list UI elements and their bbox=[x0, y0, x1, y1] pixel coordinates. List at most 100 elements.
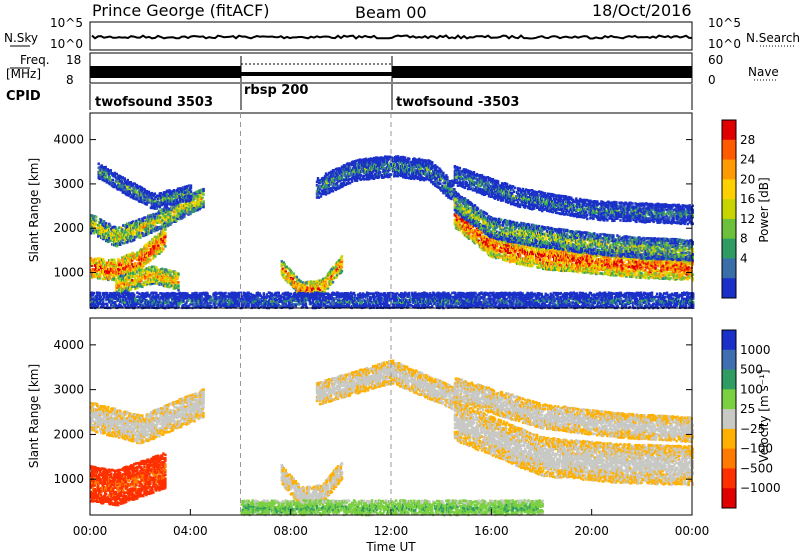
cpid-segment-1: twofsound 3503 bbox=[95, 95, 213, 110]
heatmap-cell bbox=[496, 247, 498, 250]
heatmap-cell bbox=[390, 173, 392, 176]
heatmap-cell bbox=[134, 262, 136, 265]
heatmap-cell bbox=[379, 171, 381, 174]
heatmap-cell bbox=[124, 177, 126, 180]
heatmap-cell bbox=[104, 230, 106, 233]
radar-summary-figure: Prince George (fitACF) Beam 00 18/Oct/20… bbox=[0, 0, 800, 554]
heatmap-cell bbox=[164, 245, 166, 248]
heatmap-cell bbox=[95, 216, 97, 219]
heatmap-cell bbox=[286, 266, 288, 269]
heatmap-cell bbox=[164, 239, 166, 242]
nsearch-tick-top: 10^5 bbox=[708, 16, 741, 30]
freq-block-1 bbox=[90, 66, 241, 78]
heatmap-cell bbox=[431, 161, 433, 164]
heatmap-cell bbox=[157, 244, 159, 247]
heatmap-cell bbox=[446, 176, 448, 179]
heatmap-cell bbox=[194, 208, 196, 211]
heatmap-cell bbox=[442, 172, 444, 175]
freq-tick-bottom: 8 bbox=[66, 73, 74, 87]
heatmap-cell bbox=[341, 266, 343, 269]
heatmap-cell bbox=[202, 188, 204, 191]
heatmap-cell bbox=[202, 206, 204, 209]
heatmap-cell bbox=[185, 197, 187, 200]
heatmap-cell bbox=[146, 248, 148, 251]
heatmap-cell bbox=[133, 226, 135, 229]
cpid-segment-2: rbsp 200 bbox=[244, 83, 308, 98]
heatmap-cell bbox=[346, 165, 348, 168]
nsky-tick-bottom: 10^0 bbox=[50, 37, 83, 51]
heatmap-cell bbox=[149, 258, 151, 261]
heatmap-cell bbox=[183, 215, 185, 218]
heatmap-cell bbox=[164, 285, 166, 288]
heatmap-cell bbox=[436, 166, 438, 169]
heatmap-cell bbox=[155, 266, 157, 269]
heatmap-cell bbox=[164, 232, 166, 235]
heatmap-cell bbox=[105, 222, 107, 225]
nsearch-tick-bottom: 10^0 bbox=[708, 37, 741, 51]
nsky-tick-top: 10^5 bbox=[50, 16, 83, 30]
freq-strip: Freq. [MHz] 18 8 60 0 Nave bbox=[6, 53, 779, 87]
heatmap-cell bbox=[176, 199, 178, 202]
heatmap-cell bbox=[202, 193, 204, 196]
heatmap-cell bbox=[190, 198, 192, 201]
heatmap-cell bbox=[439, 182, 441, 185]
nave-tick-bottom: 0 bbox=[708, 73, 716, 87]
freq-label: Freq. bbox=[20, 53, 50, 67]
heatmap-cell bbox=[539, 259, 541, 262]
heatmap-cell bbox=[317, 177, 319, 180]
heatmap-cell bbox=[296, 276, 298, 279]
heatmap-cell bbox=[202, 200, 204, 203]
heatmap-cell bbox=[156, 207, 158, 210]
heatmap-cell bbox=[293, 272, 295, 275]
heatmap-cell bbox=[134, 253, 136, 256]
heatmap-cell bbox=[325, 282, 327, 285]
heatmap-cell bbox=[525, 254, 527, 257]
heatmap-cell bbox=[113, 259, 115, 262]
heatmap-cell bbox=[105, 166, 107, 169]
heatmap-cell bbox=[112, 179, 114, 182]
heatmap-cell bbox=[404, 156, 406, 159]
heatmap-cell bbox=[119, 243, 121, 246]
nave-tick-top: 60 bbox=[708, 53, 723, 67]
heatmap-cell bbox=[332, 281, 334, 284]
heatmap-cell bbox=[98, 163, 100, 166]
heatmap-cell bbox=[193, 202, 195, 205]
heatmap-cell bbox=[190, 195, 192, 198]
freq-unit: [MHz] bbox=[6, 67, 41, 81]
heatmap-cell bbox=[169, 212, 171, 215]
nave-label: Nave bbox=[748, 65, 779, 79]
heatmap-cell bbox=[141, 254, 143, 257]
heatmap-cell bbox=[162, 248, 164, 251]
heatmap-cell bbox=[133, 238, 135, 241]
station-title: Prince George (fitACF) bbox=[92, 1, 270, 20]
heatmap-cell bbox=[117, 229, 119, 232]
heatmap-cell bbox=[102, 258, 104, 261]
heatmap-cell bbox=[177, 273, 179, 276]
cpid-label: CPID bbox=[6, 89, 41, 104]
date-label: 18/Oct/2016 bbox=[592, 1, 692, 20]
heatmap-cell bbox=[190, 187, 192, 190]
beam-label: Beam 00 bbox=[355, 3, 427, 22]
freq-block-2 bbox=[241, 72, 392, 76]
nsearch-label: N.Search bbox=[746, 31, 800, 45]
heatmap-cell bbox=[134, 271, 136, 274]
heatmap-cell bbox=[193, 204, 195, 207]
heatmap-cell bbox=[202, 203, 204, 206]
heatmap-cell bbox=[109, 176, 111, 179]
heatmap-cell bbox=[110, 169, 112, 172]
heatmap-cell bbox=[190, 190, 192, 193]
heatmap-cell bbox=[134, 275, 136, 278]
heatmap-cell bbox=[386, 161, 388, 164]
heatmap-cell bbox=[341, 255, 343, 258]
heatmap-cell bbox=[284, 263, 286, 266]
heatmap-cell bbox=[168, 269, 170, 272]
heatmap-cell bbox=[320, 195, 322, 198]
freq-tick-top: 18 bbox=[66, 53, 81, 67]
heatmap-cell bbox=[436, 170, 438, 173]
heatmap-cell bbox=[190, 184, 192, 187]
heatmap-cell bbox=[201, 197, 203, 200]
heatmap-cell bbox=[177, 285, 179, 288]
heatmap-cell bbox=[154, 255, 156, 258]
heatmap-cell bbox=[130, 288, 132, 291]
heatmap-cell bbox=[450, 198, 452, 201]
